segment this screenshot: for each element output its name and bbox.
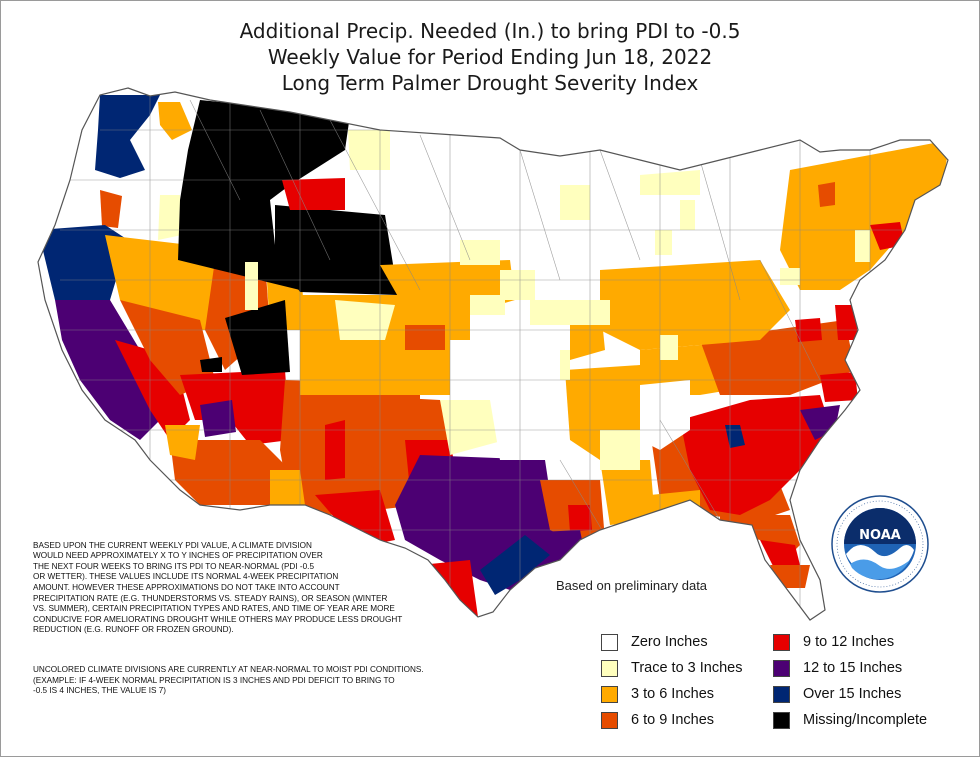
map-title: Additional Precip. Needed (In.) to bring… — [0, 18, 980, 96]
note-paragraph-2: UNCOLORED CLIMATE DIVISIONS ARE CURRENTL… — [33, 665, 424, 696]
preliminary-data-label: Based on preliminary data — [556, 578, 708, 593]
region-florida-orange — [770, 565, 810, 588]
region-montana-idaho-missing — [178, 100, 350, 290]
legend-label: 6 to 9 Inches — [631, 712, 715, 728]
legend-swatch — [773, 634, 790, 651]
region-georgia-carolina-red — [680, 395, 835, 515]
legend-swatch — [773, 660, 790, 677]
region-arizona-pocket — [200, 400, 236, 437]
noaa-logo: NOAA — [831, 495, 929, 593]
legend-label: Zero Inches — [631, 634, 708, 650]
region-trace-13 — [245, 262, 258, 310]
region-zero-ms-valley — [640, 380, 690, 450]
legend-item-missing: Missing/Incomplete — [773, 711, 943, 731]
legend-label: Missing/Incomplete — [803, 712, 928, 728]
region-ny-orange — [818, 182, 835, 207]
us-outline — [37, 87, 949, 621]
legend-item-9-12: 9 to 12 Inches — [773, 633, 943, 653]
region-texas-trans-pecos — [315, 490, 395, 545]
legend-swatch — [601, 712, 618, 729]
legend-swatch — [601, 686, 618, 703]
legend-item-over-15: Over 15 Inches — [773, 685, 943, 705]
region-new-mexico-red — [325, 420, 345, 480]
region-new-mexico-yellow — [270, 470, 305, 505]
region-california-north — [38, 225, 128, 320]
region-pa-yellow — [780, 268, 800, 285]
legend-label: Trace to 3 Inches — [631, 660, 743, 676]
region-florida-red — [760, 540, 800, 570]
region-mississippi — [600, 460, 655, 525]
region-trace-10 — [600, 430, 640, 470]
region-oregon-east — [158, 195, 182, 240]
region-puget-sound — [95, 95, 160, 178]
legend-item-trace: Trace to 3 Inches — [601, 659, 771, 679]
legend-swatch — [601, 634, 618, 651]
legend-swatch — [601, 660, 618, 677]
region-utah-missing — [225, 300, 290, 375]
region-trace-3 — [470, 295, 505, 315]
region-california-central — [55, 300, 170, 440]
legend-label: 12 to 15 Inches — [803, 660, 903, 676]
region-texas-coast — [480, 535, 550, 595]
region-california-south — [115, 340, 190, 440]
legend-item-12-15: 12 to 15 Inches — [773, 659, 943, 679]
legend-item-6-9: 6 to 9 Inches — [601, 711, 771, 731]
legend-label: 9 to 12 Inches — [803, 634, 895, 650]
region-east-washington — [158, 102, 192, 140]
legend-swatch — [773, 686, 790, 703]
legend-item-zero: Zero Inches — [601, 633, 771, 653]
region-delmarva-red — [835, 305, 858, 340]
legend-item-3-6: 3 to 6 Inches — [601, 685, 771, 705]
region-oregon-central — [100, 190, 122, 228]
legend-label: 3 to 6 Inches — [631, 686, 715, 702]
region-ohio-indiana — [600, 260, 790, 350]
noaa-logo-text: NOAA — [859, 528, 901, 543]
title-line-1: Additional Precip. Needed (In.) to bring… — [239, 19, 741, 43]
region-louisiana-red — [568, 505, 592, 532]
region-trace-2 — [500, 270, 535, 300]
region-kansas-orange — [405, 325, 445, 350]
legend-swatch — [773, 712, 790, 729]
region-colorado-yellow — [335, 300, 395, 340]
region-trace-5 — [640, 170, 700, 195]
region-arizona-yellow — [165, 425, 200, 460]
region-nc-coast-red — [820, 372, 858, 402]
explanation-note: BASED UPON THE CURRENT WEEKLY PDI VALUE,… — [33, 530, 463, 708]
region-trace-11 — [660, 335, 678, 360]
region-oklahoma-yellow — [440, 400, 505, 455]
region-trace-12 — [855, 230, 870, 262]
region-montana-yellow — [348, 130, 390, 170]
region-zero-plains — [450, 340, 560, 400]
region-trace-8 — [530, 300, 610, 325]
note-paragraph-1: BASED UPON THE CURRENT WEEKLY PDI VALUE,… — [33, 540, 403, 635]
region-trace-4 — [560, 185, 590, 220]
title-line-2: Weekly Value for Period Ending Jun 18, 2… — [267, 45, 713, 69]
region-nevada-south — [120, 300, 215, 395]
region-wyoming-missing — [275, 205, 398, 295]
region-trace-7 — [680, 200, 695, 230]
region-trace-6 — [655, 230, 672, 255]
region-trace-1 — [460, 240, 500, 265]
title-line-3: Long Term Palmer Drought Severity Index — [281, 71, 699, 95]
region-wyoming-red — [282, 178, 345, 210]
legend-label: Over 15 Inches — [803, 686, 902, 702]
region-gulf-yellow — [650, 490, 700, 525]
region-northeast — [780, 140, 948, 290]
region-arizona-north — [180, 370, 290, 445]
region-utah-missing-small — [200, 357, 222, 372]
